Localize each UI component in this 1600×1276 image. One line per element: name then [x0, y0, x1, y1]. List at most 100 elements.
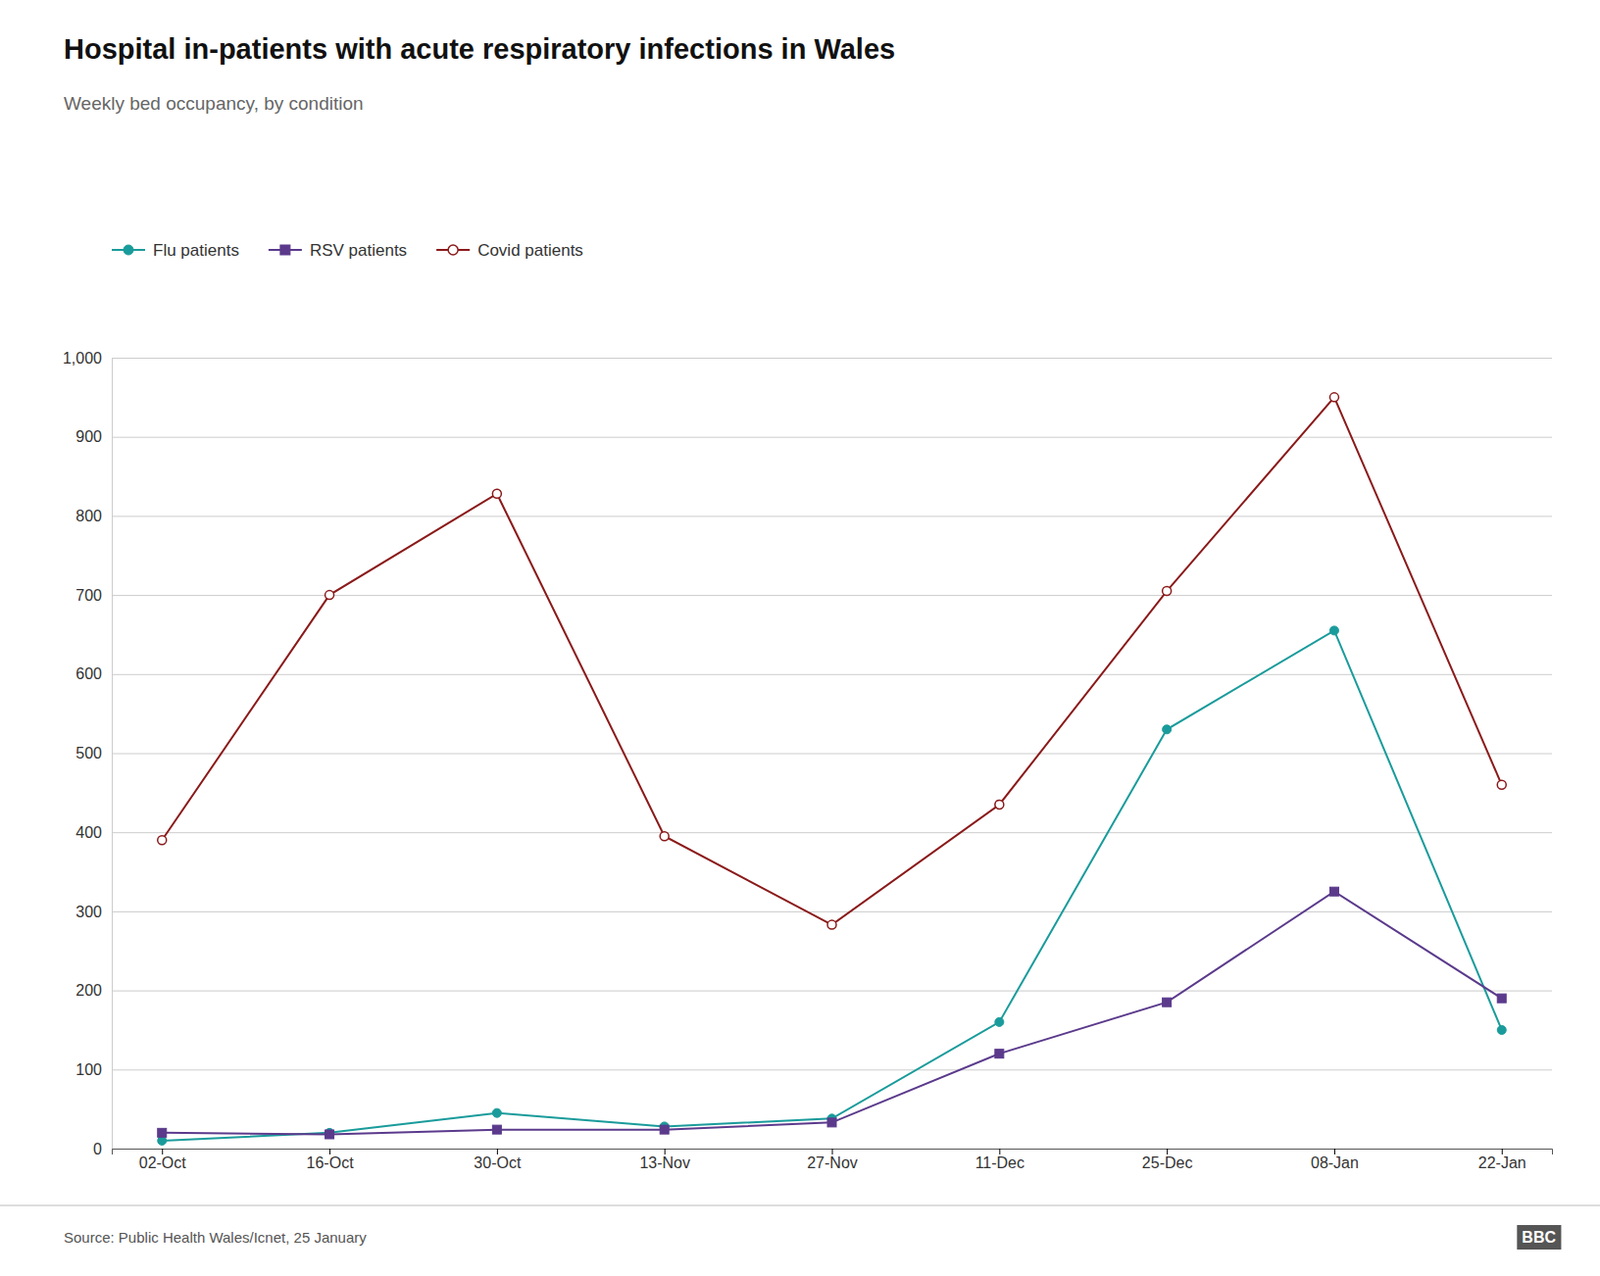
point-group [157, 836, 167, 846]
x-tick-label: 02-Oct [139, 1154, 188, 1172]
x-tick: 11-Dec [975, 1149, 1025, 1172]
y-tick: 700 [75, 587, 1552, 604]
title: Hospital in-patients with acute respirat… [63, 33, 896, 65]
x-tick: 13-Nov [639, 1149, 691, 1172]
x-tick: 30-Oct [473, 1149, 522, 1172]
point-group [1162, 587, 1172, 597]
y-tick-label: 800 [75, 507, 102, 525]
x-tick: 22-Jan [1478, 1149, 1527, 1172]
data-point [1497, 1025, 1506, 1035]
x-tick-label: 25-Dec [1142, 1154, 1194, 1172]
y-tick-label: 700 [75, 587, 102, 604]
tick-mark [329, 1149, 331, 1155]
data-point [492, 489, 501, 499]
x-tick: 27-Nov [806, 1149, 858, 1172]
tick-mark [161, 1149, 163, 1155]
data-point [827, 1118, 837, 1128]
x-tick: 16-Oct [306, 1149, 355, 1172]
legend-marker-group [280, 245, 291, 255]
series-line [161, 630, 1502, 1142]
point-group [1329, 887, 1339, 897]
point-group [659, 1125, 669, 1135]
point-group [492, 1125, 501, 1135]
separator [0, 1205, 1600, 1207]
y-tick-label: 500 [75, 745, 102, 762]
x-tick: 08-Jan [1310, 1149, 1359, 1172]
point-group [1497, 994, 1506, 1003]
y-tick: 800 [75, 507, 1552, 525]
y-tick-label: 200 [75, 982, 102, 1000]
point-group [1329, 393, 1339, 402]
legend-marker [280, 245, 291, 255]
point-group [325, 591, 335, 600]
x-tick-label: 16-Oct [306, 1154, 355, 1172]
point-group [1162, 725, 1172, 735]
point-group [492, 489, 501, 499]
series-group [157, 393, 1507, 1147]
legend-label: Flu patients [152, 241, 240, 260]
y-tick-label: 1,000 [62, 350, 102, 367]
grid-line [111, 1069, 1552, 1071]
legend-label: Covid patients [477, 241, 584, 260]
point-group [995, 800, 1004, 809]
tick-mark [664, 1149, 666, 1155]
tick-mark [1334, 1149, 1336, 1155]
data-point [1329, 887, 1339, 897]
y-tick: 200 [75, 982, 1552, 1000]
data-point [325, 591, 335, 600]
x-tick-label: 08-Jan [1310, 1154, 1359, 1172]
point-group [827, 920, 837, 930]
data-point [325, 1130, 335, 1140]
y-tick-label: 0 [93, 1141, 102, 1158]
data-point [659, 832, 669, 842]
point-group [995, 1017, 1004, 1027]
x-tick-label: 27-Nov [806, 1154, 858, 1172]
x-tick-label: 30-Oct [473, 1154, 522, 1172]
subtitle: Weekly bed occupancy, by condition [63, 93, 364, 114]
logo: BBC [1516, 1225, 1561, 1250]
legend-item: RSV patients [268, 241, 407, 260]
point-group [995, 1050, 1004, 1059]
data-point [995, 1017, 1004, 1027]
x-tick: 25-Dec [1142, 1149, 1194, 1172]
x-axis-line [112, 1150, 1553, 1156]
series-line [161, 397, 1502, 925]
point-group [659, 832, 669, 842]
y-tick: 600 [75, 665, 1552, 683]
y-tick: 900 [75, 428, 1552, 446]
tick-mark [832, 1149, 834, 1155]
chart: Hospital in-patients with acute respirat… [0, 0, 1600, 1276]
point-group [1497, 780, 1506, 790]
point-group [1497, 1025, 1506, 1035]
legend-marker-group [123, 245, 134, 255]
tick-mark [999, 1149, 1000, 1155]
grid-line [111, 437, 1552, 439]
grid-line [111, 357, 1552, 359]
logo-box [1516, 1225, 1561, 1250]
point-group [1162, 998, 1172, 1007]
data-point [1162, 587, 1172, 597]
x-tick-label: 22-Jan [1478, 1154, 1527, 1172]
data-point [492, 1108, 501, 1118]
data-point [1162, 998, 1172, 1007]
y-tick: 400 [75, 824, 1552, 842]
data-point [1497, 994, 1506, 1003]
legend: Flu patients RSV patients Covid patients [111, 241, 584, 260]
point-group [1329, 626, 1339, 636]
legend-marker-group [448, 245, 458, 255]
y-tick-label: 100 [75, 1061, 102, 1079]
source: Source: Public Health Wales/Icnet, 25 Ja… [63, 1229, 367, 1247]
x-tick-label: 11-Dec [975, 1154, 1025, 1172]
y-tick-label: 400 [75, 824, 102, 842]
legend-marker [123, 245, 134, 255]
data-point [1329, 626, 1339, 636]
grid-line [111, 991, 1552, 993]
x-tick: 02-Oct [139, 1149, 188, 1172]
point-group [325, 1130, 335, 1140]
tick-mark [497, 1149, 499, 1155]
y-tick-label: 300 [75, 903, 102, 921]
y-tick-label: 900 [75, 428, 102, 446]
y-axis-line [112, 358, 1553, 1150]
data-point [492, 1125, 501, 1135]
legend-item: Flu patients [111, 241, 240, 260]
